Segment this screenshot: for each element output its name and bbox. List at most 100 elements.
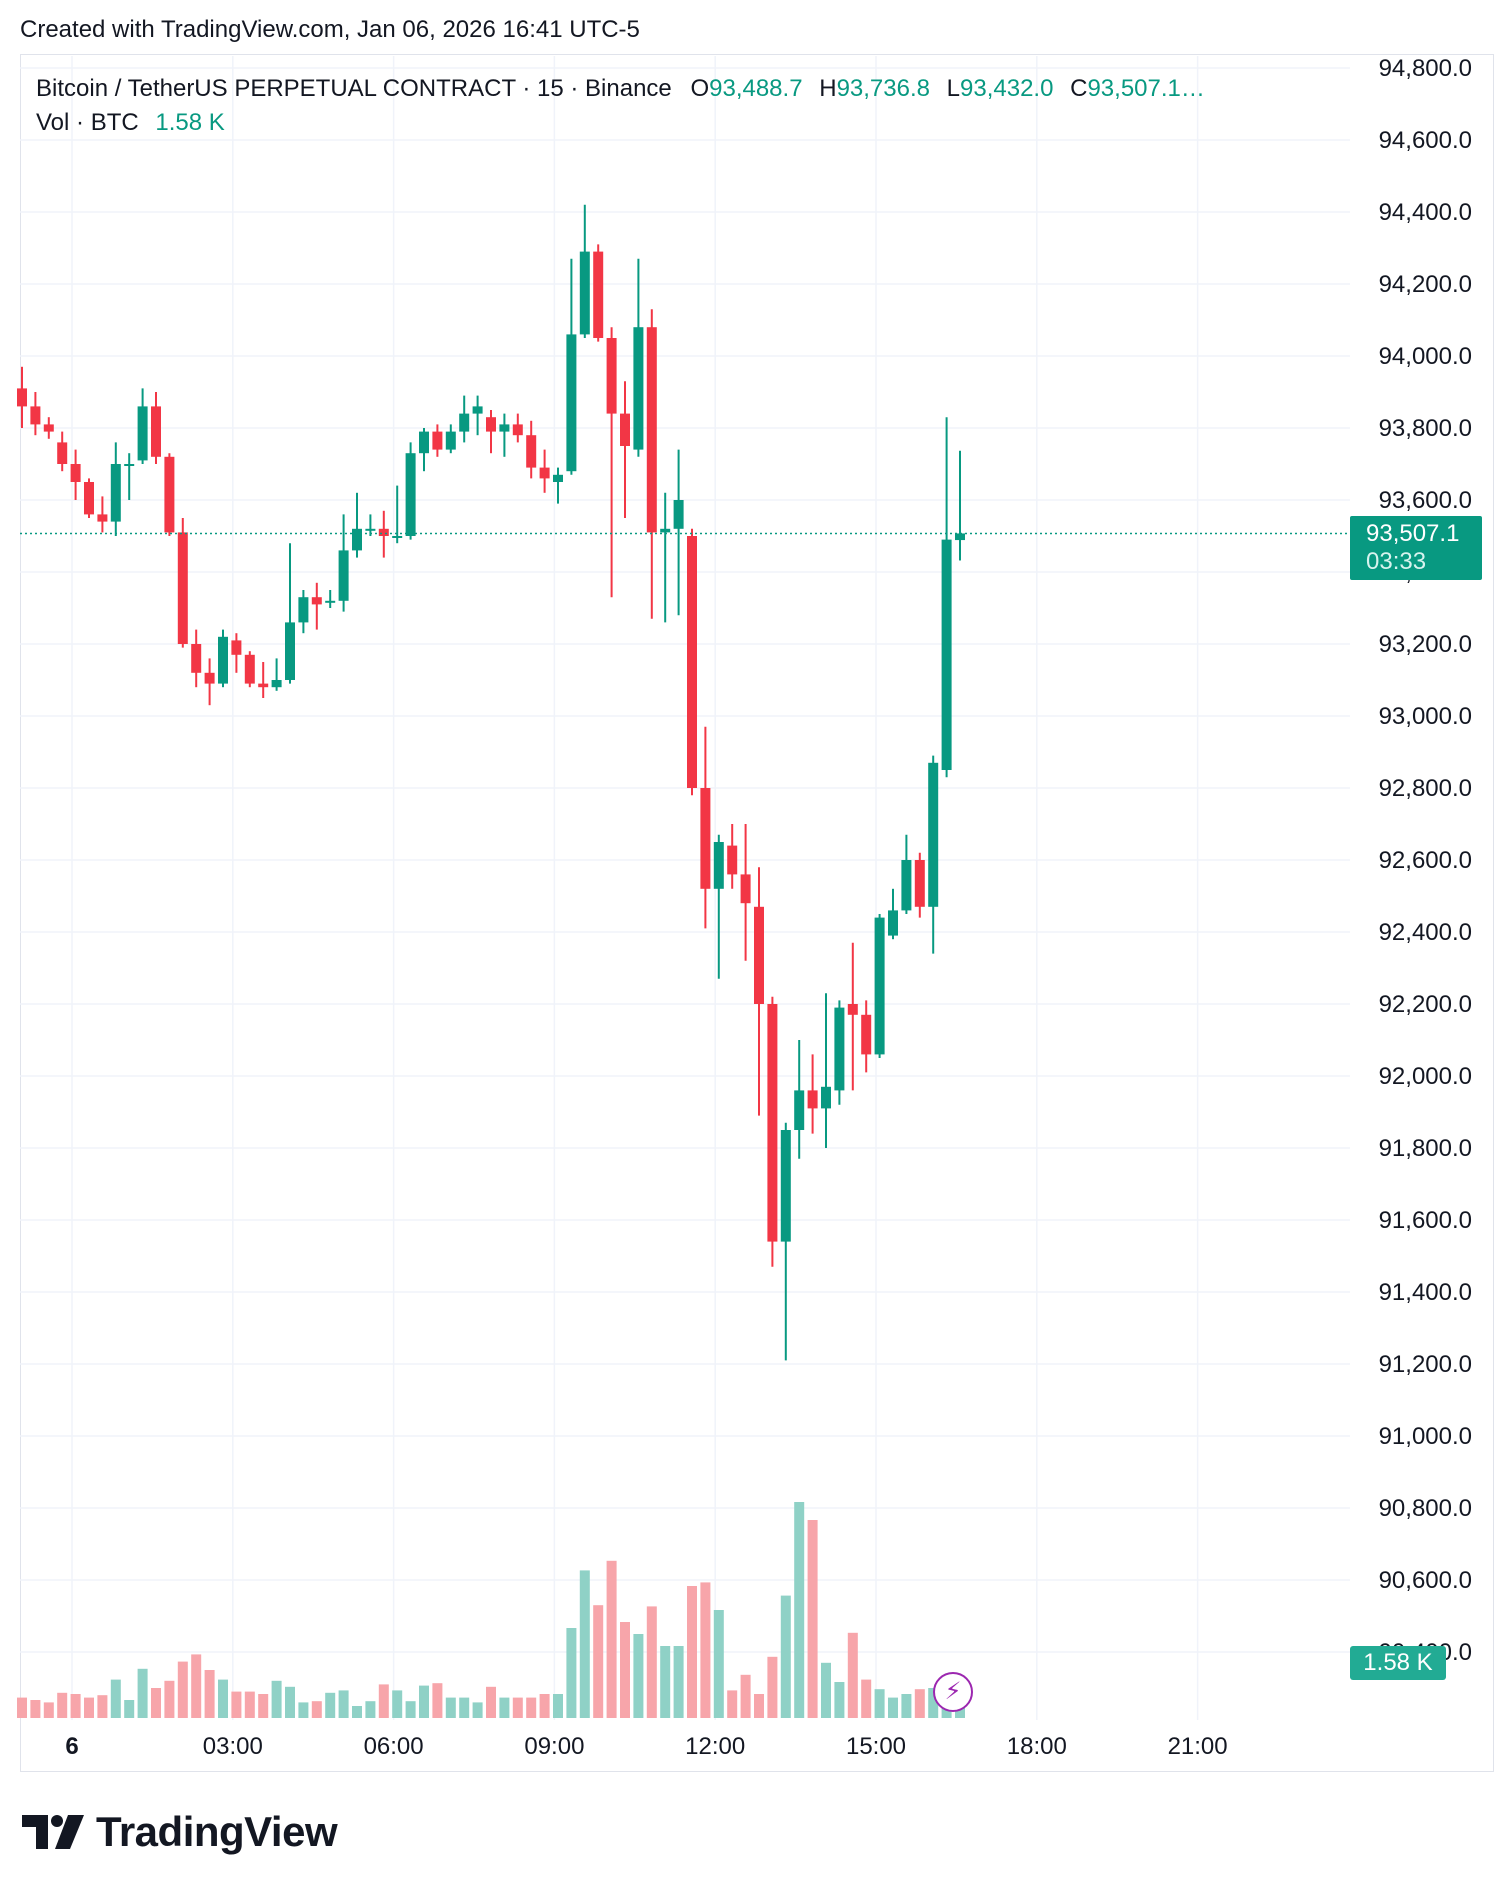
volume-bar — [847, 1632, 858, 1718]
candle — [378, 510, 389, 558]
candle — [124, 453, 135, 500]
candle-body — [526, 435, 537, 468]
price-tick-label: 91,800.0 — [1379, 1135, 1472, 1162]
volume-bar — [43, 1702, 54, 1718]
candle-body — [164, 456, 175, 533]
candle — [164, 453, 175, 536]
volume-bar — [673, 1646, 684, 1718]
candle — [137, 388, 148, 464]
volume-bar — [928, 1688, 939, 1718]
candle-body — [794, 1090, 805, 1130]
candle — [365, 514, 376, 536]
candle-body — [17, 388, 27, 407]
volume-bar — [164, 1680, 175, 1718]
candle — [673, 449, 684, 616]
candle — [472, 395, 483, 436]
price-tick-label: 92,000.0 — [1379, 1063, 1472, 1090]
candle-body — [298, 597, 309, 623]
volume-bar — [177, 1661, 188, 1718]
price-tick-label: 94,600.0 — [1379, 127, 1472, 154]
volume-histogram — [17, 1502, 965, 1718]
candle-body — [888, 910, 898, 936]
candle — [754, 867, 764, 1116]
candle — [405, 442, 416, 540]
candle — [646, 309, 657, 619]
volume-bar — [646, 1606, 657, 1718]
volume-bar — [244, 1691, 255, 1718]
candle — [30, 392, 41, 436]
volume-bar — [459, 1697, 470, 1718]
candle — [807, 1054, 818, 1134]
time-tick-label: 12:00 — [685, 1733, 745, 1760]
volume-bar — [30, 1700, 41, 1718]
candle — [244, 651, 255, 688]
volume-bar — [378, 1684, 389, 1718]
candle-body — [311, 597, 322, 605]
candle-body — [914, 860, 925, 907]
volume-bar — [620, 1622, 630, 1718]
legend-open-value: 93,488.7 — [709, 75, 803, 102]
candle — [298, 590, 309, 634]
candle — [43, 417, 54, 439]
volume-bar — [861, 1679, 872, 1718]
candle — [727, 824, 738, 889]
candle-body — [821, 1086, 831, 1109]
candle — [593, 244, 604, 342]
candle — [204, 658, 215, 706]
candle-body — [941, 539, 952, 770]
symbol-legend[interactable]: Bitcoin / TetherUS PERPETUAL CONTRACT · … — [36, 72, 1205, 140]
price-tick-label: 92,800.0 — [1379, 775, 1472, 802]
candle-body — [244, 654, 255, 684]
volume-bar — [17, 1697, 27, 1718]
volume-bar — [593, 1605, 604, 1718]
volume-bar — [151, 1688, 161, 1718]
candle-body — [110, 464, 121, 522]
candle — [874, 914, 885, 1058]
candle-body — [84, 482, 94, 515]
candle-body — [218, 636, 228, 684]
candle-body — [539, 467, 550, 479]
volume-bar — [365, 1701, 376, 1718]
legend-volume-label[interactable]: Vol · BTC — [36, 109, 139, 136]
candle-body — [687, 536, 697, 788]
volume-bar — [110, 1679, 121, 1718]
volume-bar — [780, 1595, 791, 1718]
candle-body — [378, 528, 389, 536]
legend-price-row: Bitcoin / TetherUS PERPETUAL CONTRACT · … — [36, 72, 1205, 106]
candle — [526, 420, 537, 479]
volume-bar — [97, 1695, 108, 1718]
candle-body — [593, 251, 604, 338]
volume-value-tag: 1.58 K — [1350, 1646, 1446, 1680]
volume-bar — [767, 1656, 778, 1718]
candle-body — [137, 406, 148, 461]
price-tick-label: 93,800.0 — [1379, 415, 1472, 442]
lightning-icon[interactable]: ⚡ — [933, 1672, 973, 1712]
candle-body — [271, 680, 282, 688]
last-price-value: 93,507.1 — [1366, 520, 1460, 547]
candle — [258, 662, 269, 698]
candle-body — [620, 413, 630, 446]
candle-body — [204, 672, 215, 684]
candle — [218, 629, 228, 688]
candle-body — [579, 251, 590, 335]
candle-body — [928, 762, 939, 907]
tradingview-logo: TradingView — [22, 1808, 338, 1856]
candle-body — [392, 536, 403, 538]
candle-body — [566, 334, 577, 472]
volume-bar — [352, 1706, 362, 1718]
candle — [352, 492, 362, 558]
time-axis[interactable]: 6 03:00 06:00 09:00 12:00 15:00 18:00 21:00 — [65, 1733, 1227, 1760]
candle — [888, 888, 898, 940]
candle — [767, 996, 778, 1267]
candle-body — [754, 906, 764, 1004]
price-axis[interactable]: 94,800.0 94,600.0 94,400.0 94,200.0 94,000.0… — [1379, 55, 1472, 1666]
candle-body — [646, 327, 657, 533]
price-tick-label: 94,800.0 — [1379, 55, 1472, 82]
legend-symbol[interactable]: Bitcoin / TetherUS PERPETUAL CONTRACT · … — [36, 75, 672, 102]
candle-body — [432, 431, 443, 450]
candle — [821, 993, 831, 1148]
candle — [432, 424, 443, 457]
volume-bar — [754, 1694, 764, 1718]
price-tick-label: 94,000.0 — [1379, 343, 1472, 370]
